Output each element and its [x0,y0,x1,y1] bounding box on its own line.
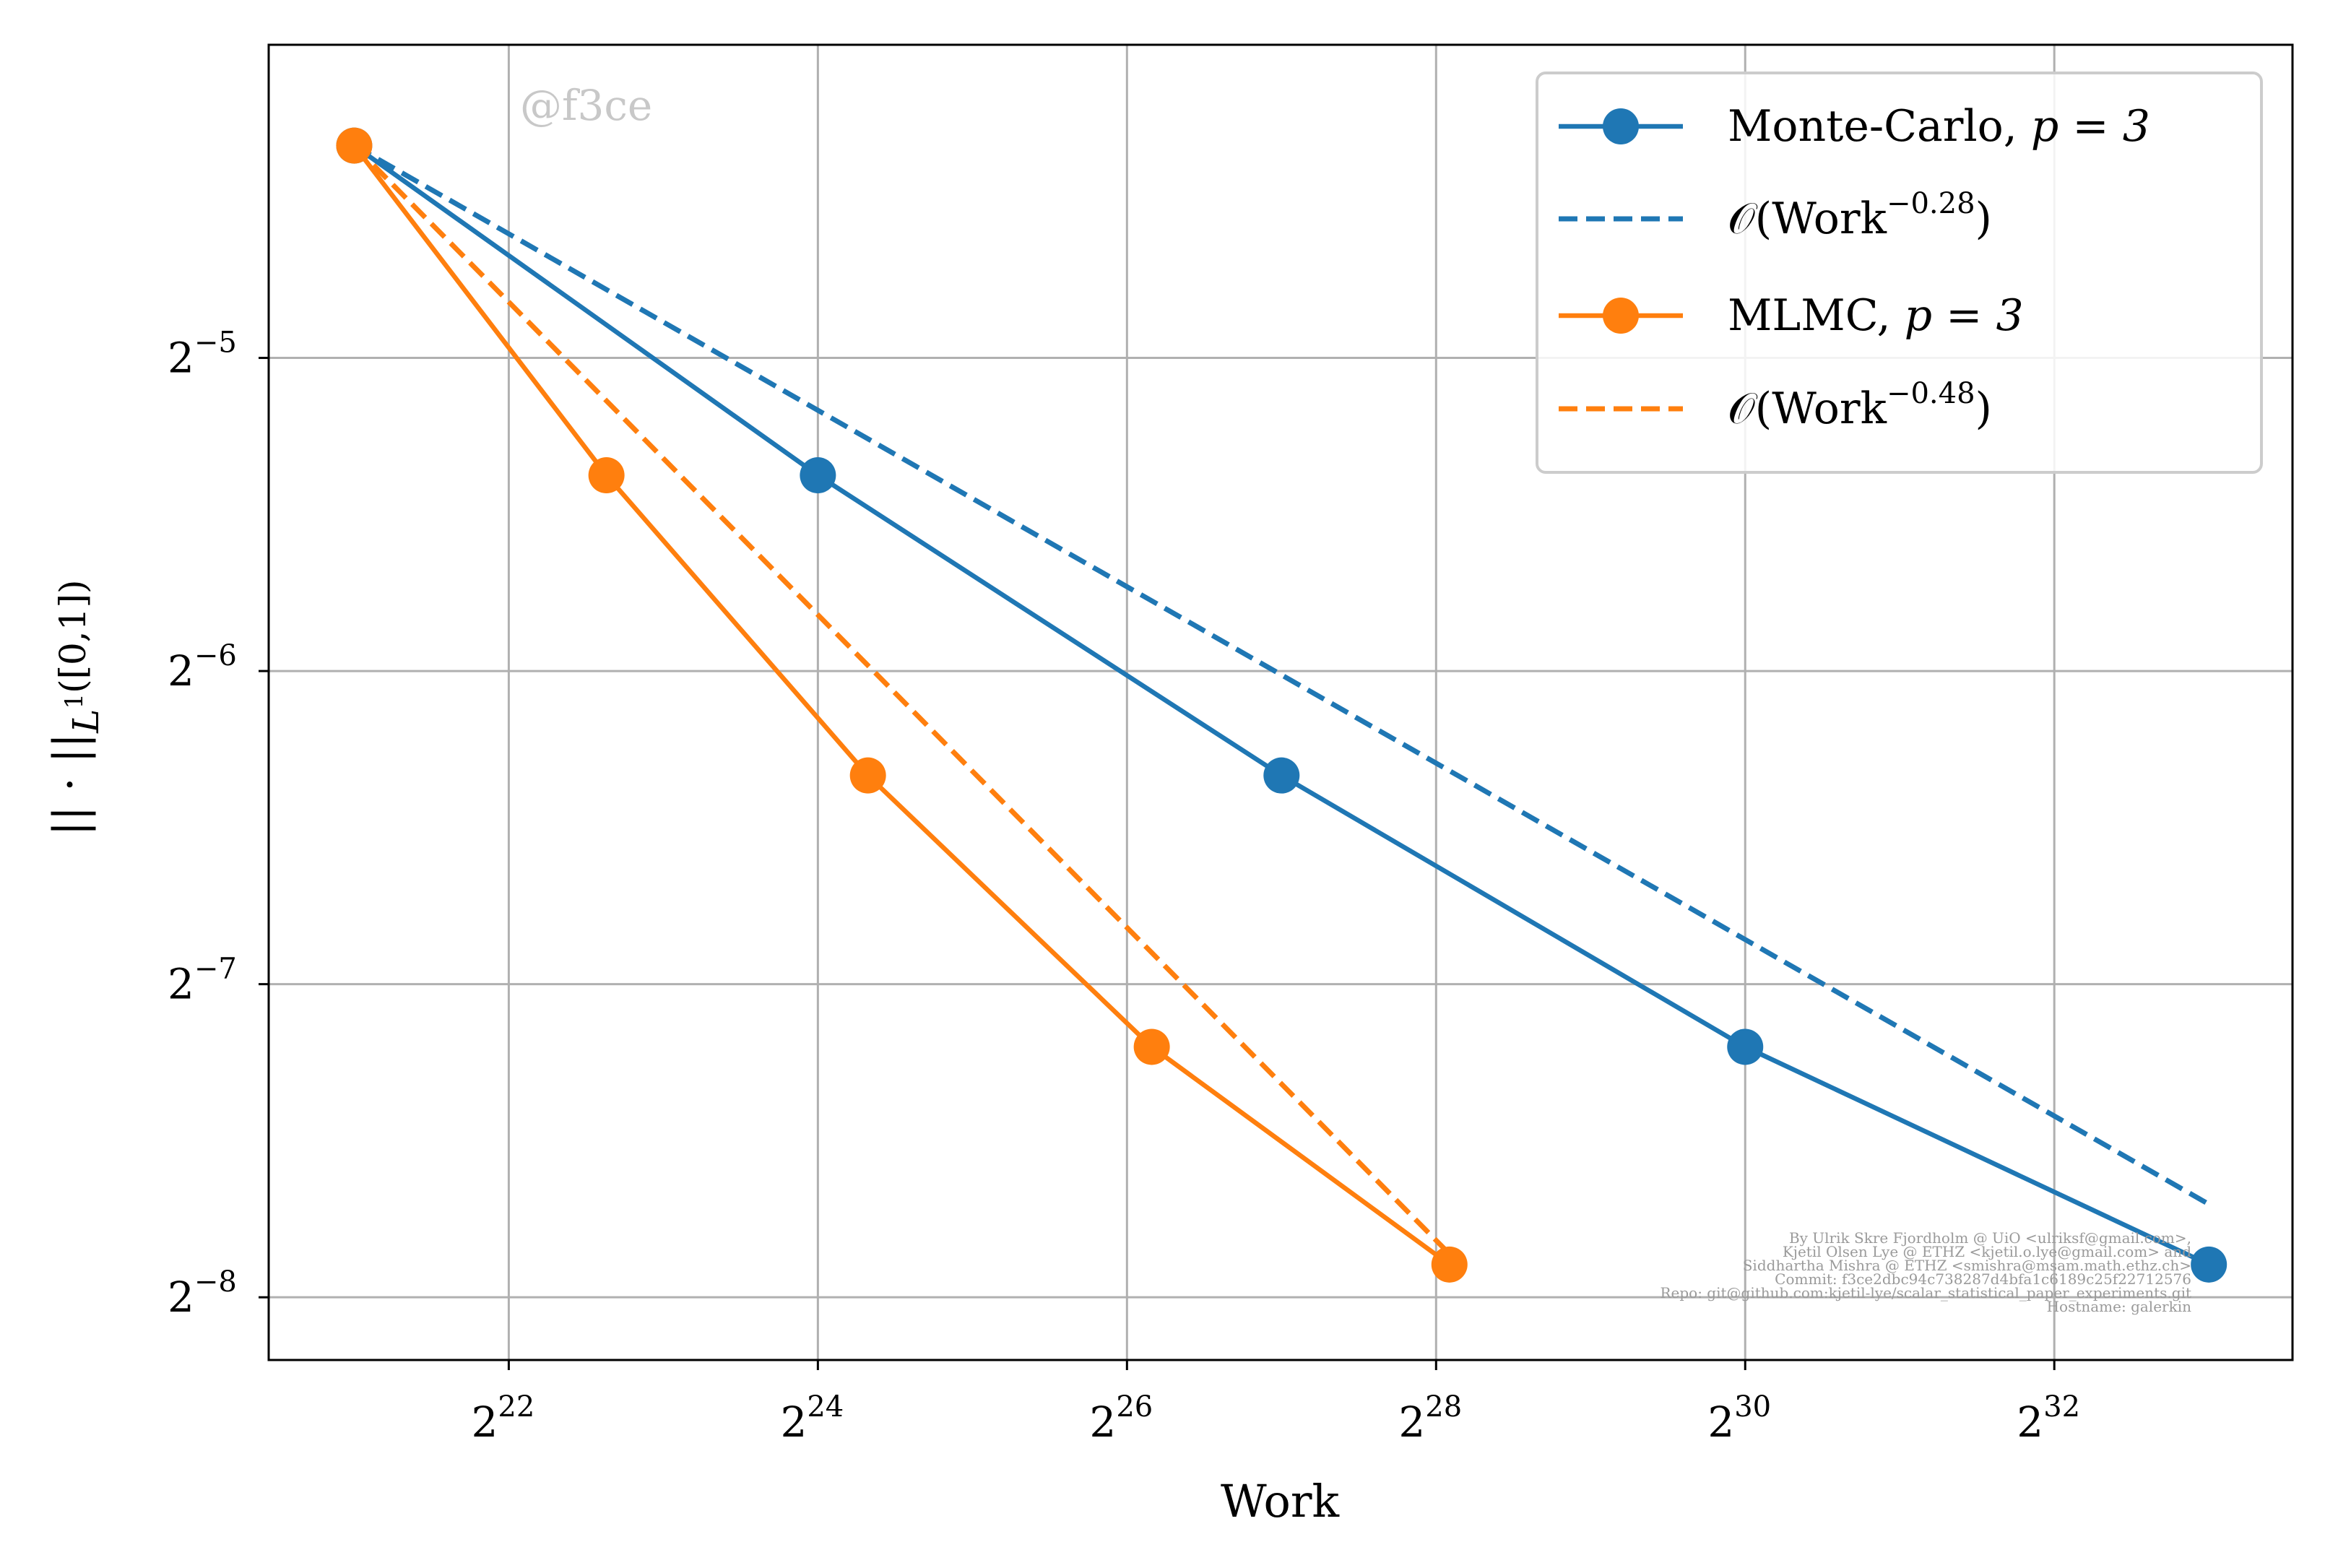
legend-label: 𝒪(Work−0.48) [1728,377,1992,434]
credits-block: By Ulrik Skre Fjordholm @ UiO <ulriksf@g… [1660,1229,2191,1315]
y-tick-label: 2−6 [168,639,237,696]
legend-entry: 𝒪(Work−0.28) [1559,187,1992,244]
x-axis-title: Work [1221,1475,1339,1528]
credits-line: Kjetil Olsen Lye @ ETHZ <kjetil.o.lye@gm… [1783,1243,2191,1260]
credits-line: Repo: git@github.com:kjetil-lye/scalar_s… [1660,1284,2191,1301]
x-tick-label: 224 [780,1390,844,1447]
data-point [1727,1028,1764,1065]
legend-entry: 𝒪(Work−0.48) [1559,377,1992,434]
y-tick-label: 2−5 [168,326,237,383]
x-tick-label: 230 [1707,1390,1771,1447]
svg-text:|| · ||L1([0,1]): || · ||L1([0,1]) [43,579,107,836]
axis-ticks: 222 224 226 228 230 232 2−5 2−6 2−7 2−8 [168,326,2080,1447]
legend-entry: Monte-Carlo, p = 3 [1559,101,2150,152]
legend-label: 𝒪(Work−0.28) [1728,187,1992,244]
fit-line [352,144,1452,1256]
x-tick-label: 222 [471,1390,534,1447]
y-tick-label: 2−7 [168,953,237,1009]
credits-line: By Ulrik Skre Fjordholm @ UiO <ulriksf@g… [1789,1229,2191,1247]
legend-marker [1603,298,1639,334]
watermark: @f3ce [520,81,652,130]
plot-frame [267,43,2294,1361]
data-point [1263,757,1300,794]
data-point [588,457,625,494]
y-axis-title: || · ||L1([0,1]) [43,579,107,836]
legend-label: MLMC, p = 3 [1728,290,2024,341]
credits-line: Hostname: galerkin [2047,1298,2192,1315]
x-tick-label: 228 [1398,1390,1462,1447]
y-tick-label: 2−8 [168,1265,237,1322]
series-layer [336,127,2227,1283]
data-point [2191,1246,2227,1283]
legend-marker [1603,108,1639,144]
credits-line: Commit: f3ce2dbc94c738287d4bfa1c6189c25f… [1775,1270,2191,1288]
legend-frame [1536,72,2263,474]
credits-line: Siddhartha Mishra @ ETHZ <smishra@msam.m… [1743,1257,2191,1274]
legend-entry: MLMC, p = 3 [1559,290,2024,341]
data-point [800,457,836,494]
x-tick-label: 232 [2017,1390,2080,1447]
data-point [1431,1246,1468,1283]
data-point [336,127,373,164]
x-tick-label: 226 [1089,1390,1153,1447]
legend: Monte-Carlo, p = 3 𝒪(Work−0.28) MLMC, p = … [1536,72,2263,474]
data-point [1133,1028,1170,1065]
legend-label: Monte-Carlo, p = 3 [1728,101,2150,152]
data-point [849,757,886,794]
